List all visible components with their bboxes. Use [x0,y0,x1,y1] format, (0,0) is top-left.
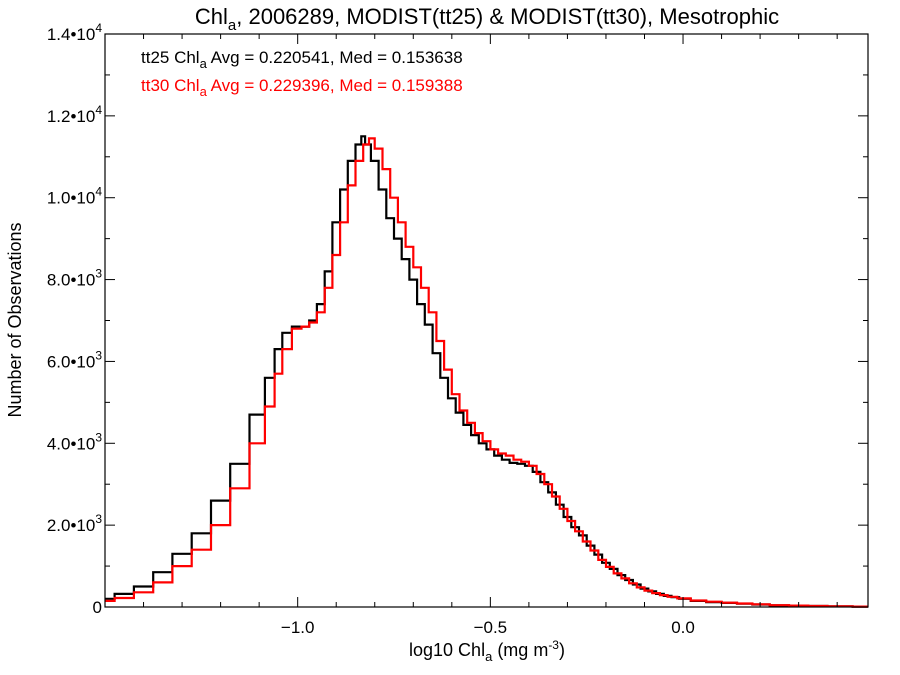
stats-line-tt25: tt25 Chla Avg = 0.220541, Med = 0.153638 [141,48,463,71]
y-axis-label: Number of Observations [5,222,25,417]
series-layer [105,135,868,608]
y-axis-ticks: 0 2.0•103 4.0•103 6.0•103 8.0•103 1.0•104 1.2•… [47,21,868,617]
x-tick-label: −0.5 [474,618,508,637]
y-tick-label: 2.0•103 [47,512,103,535]
x-axis-label: log10 Chla (mg m-3) [409,638,565,664]
y-tick-label: 4.0•103 [47,430,103,453]
y-tick-label: 1.4•104 [47,21,103,44]
stats-legend: tt25 Chla Avg = 0.220541, Med = 0.153638… [141,48,463,99]
x-axis-ticks: −1.0 −0.5 0.0 [143,34,838,637]
chart-title: Chla, 2006289, MODIST(tt25) & MODIST(tt3… [195,4,779,34]
x-tick-label: 0.0 [671,618,695,637]
series-tt30-line [105,137,868,608]
plot-frame [104,33,869,608]
series-tt25-line [105,135,868,608]
y-tick-label: 1.2•104 [47,103,103,126]
y-tick-label: 0 [93,598,102,617]
x-tick-label: −1.0 [281,618,315,637]
stats-line-tt30: tt30 Chla Avg = 0.229396, Med = 0.159388 [141,76,463,99]
y-tick-label: 1.0•104 [47,185,103,208]
y-tick-label: 6.0•103 [47,348,103,371]
y-tick-label: 8.0•103 [47,267,103,290]
